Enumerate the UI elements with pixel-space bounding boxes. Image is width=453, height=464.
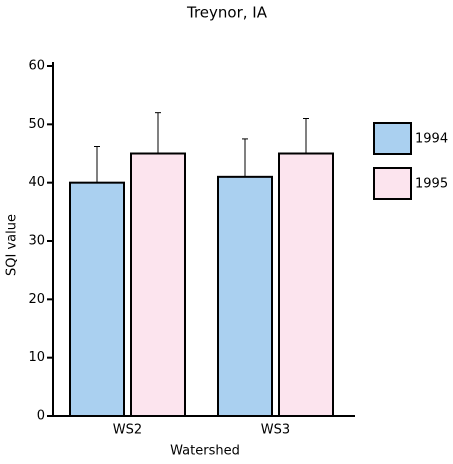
bar bbox=[217, 175, 273, 417]
bar bbox=[278, 152, 334, 417]
y-tick-label: 60 bbox=[28, 59, 45, 74]
x-axis-label: Watershed bbox=[170, 444, 240, 459]
x-tick-label: WS2 bbox=[113, 423, 142, 438]
legend-swatch bbox=[373, 167, 412, 200]
y-tick-label: 10 bbox=[28, 350, 45, 365]
y-tick-label: 50 bbox=[28, 117, 45, 132]
x-tick-label: WS3 bbox=[261, 423, 290, 438]
bar bbox=[69, 181, 125, 417]
chart-title: Treynor, IA bbox=[186, 4, 268, 22]
legend-label: 1994 bbox=[415, 132, 448, 147]
y-axis-label: SQI value bbox=[5, 214, 20, 276]
y-tick-label: 0 bbox=[37, 409, 45, 424]
y-tick-label: 40 bbox=[28, 175, 45, 190]
legend-swatch bbox=[373, 122, 412, 155]
y-tick-label: 20 bbox=[28, 292, 45, 307]
legend-label: 1995 bbox=[415, 177, 448, 192]
y-tick-label: 30 bbox=[28, 234, 45, 249]
bar bbox=[130, 152, 186, 417]
